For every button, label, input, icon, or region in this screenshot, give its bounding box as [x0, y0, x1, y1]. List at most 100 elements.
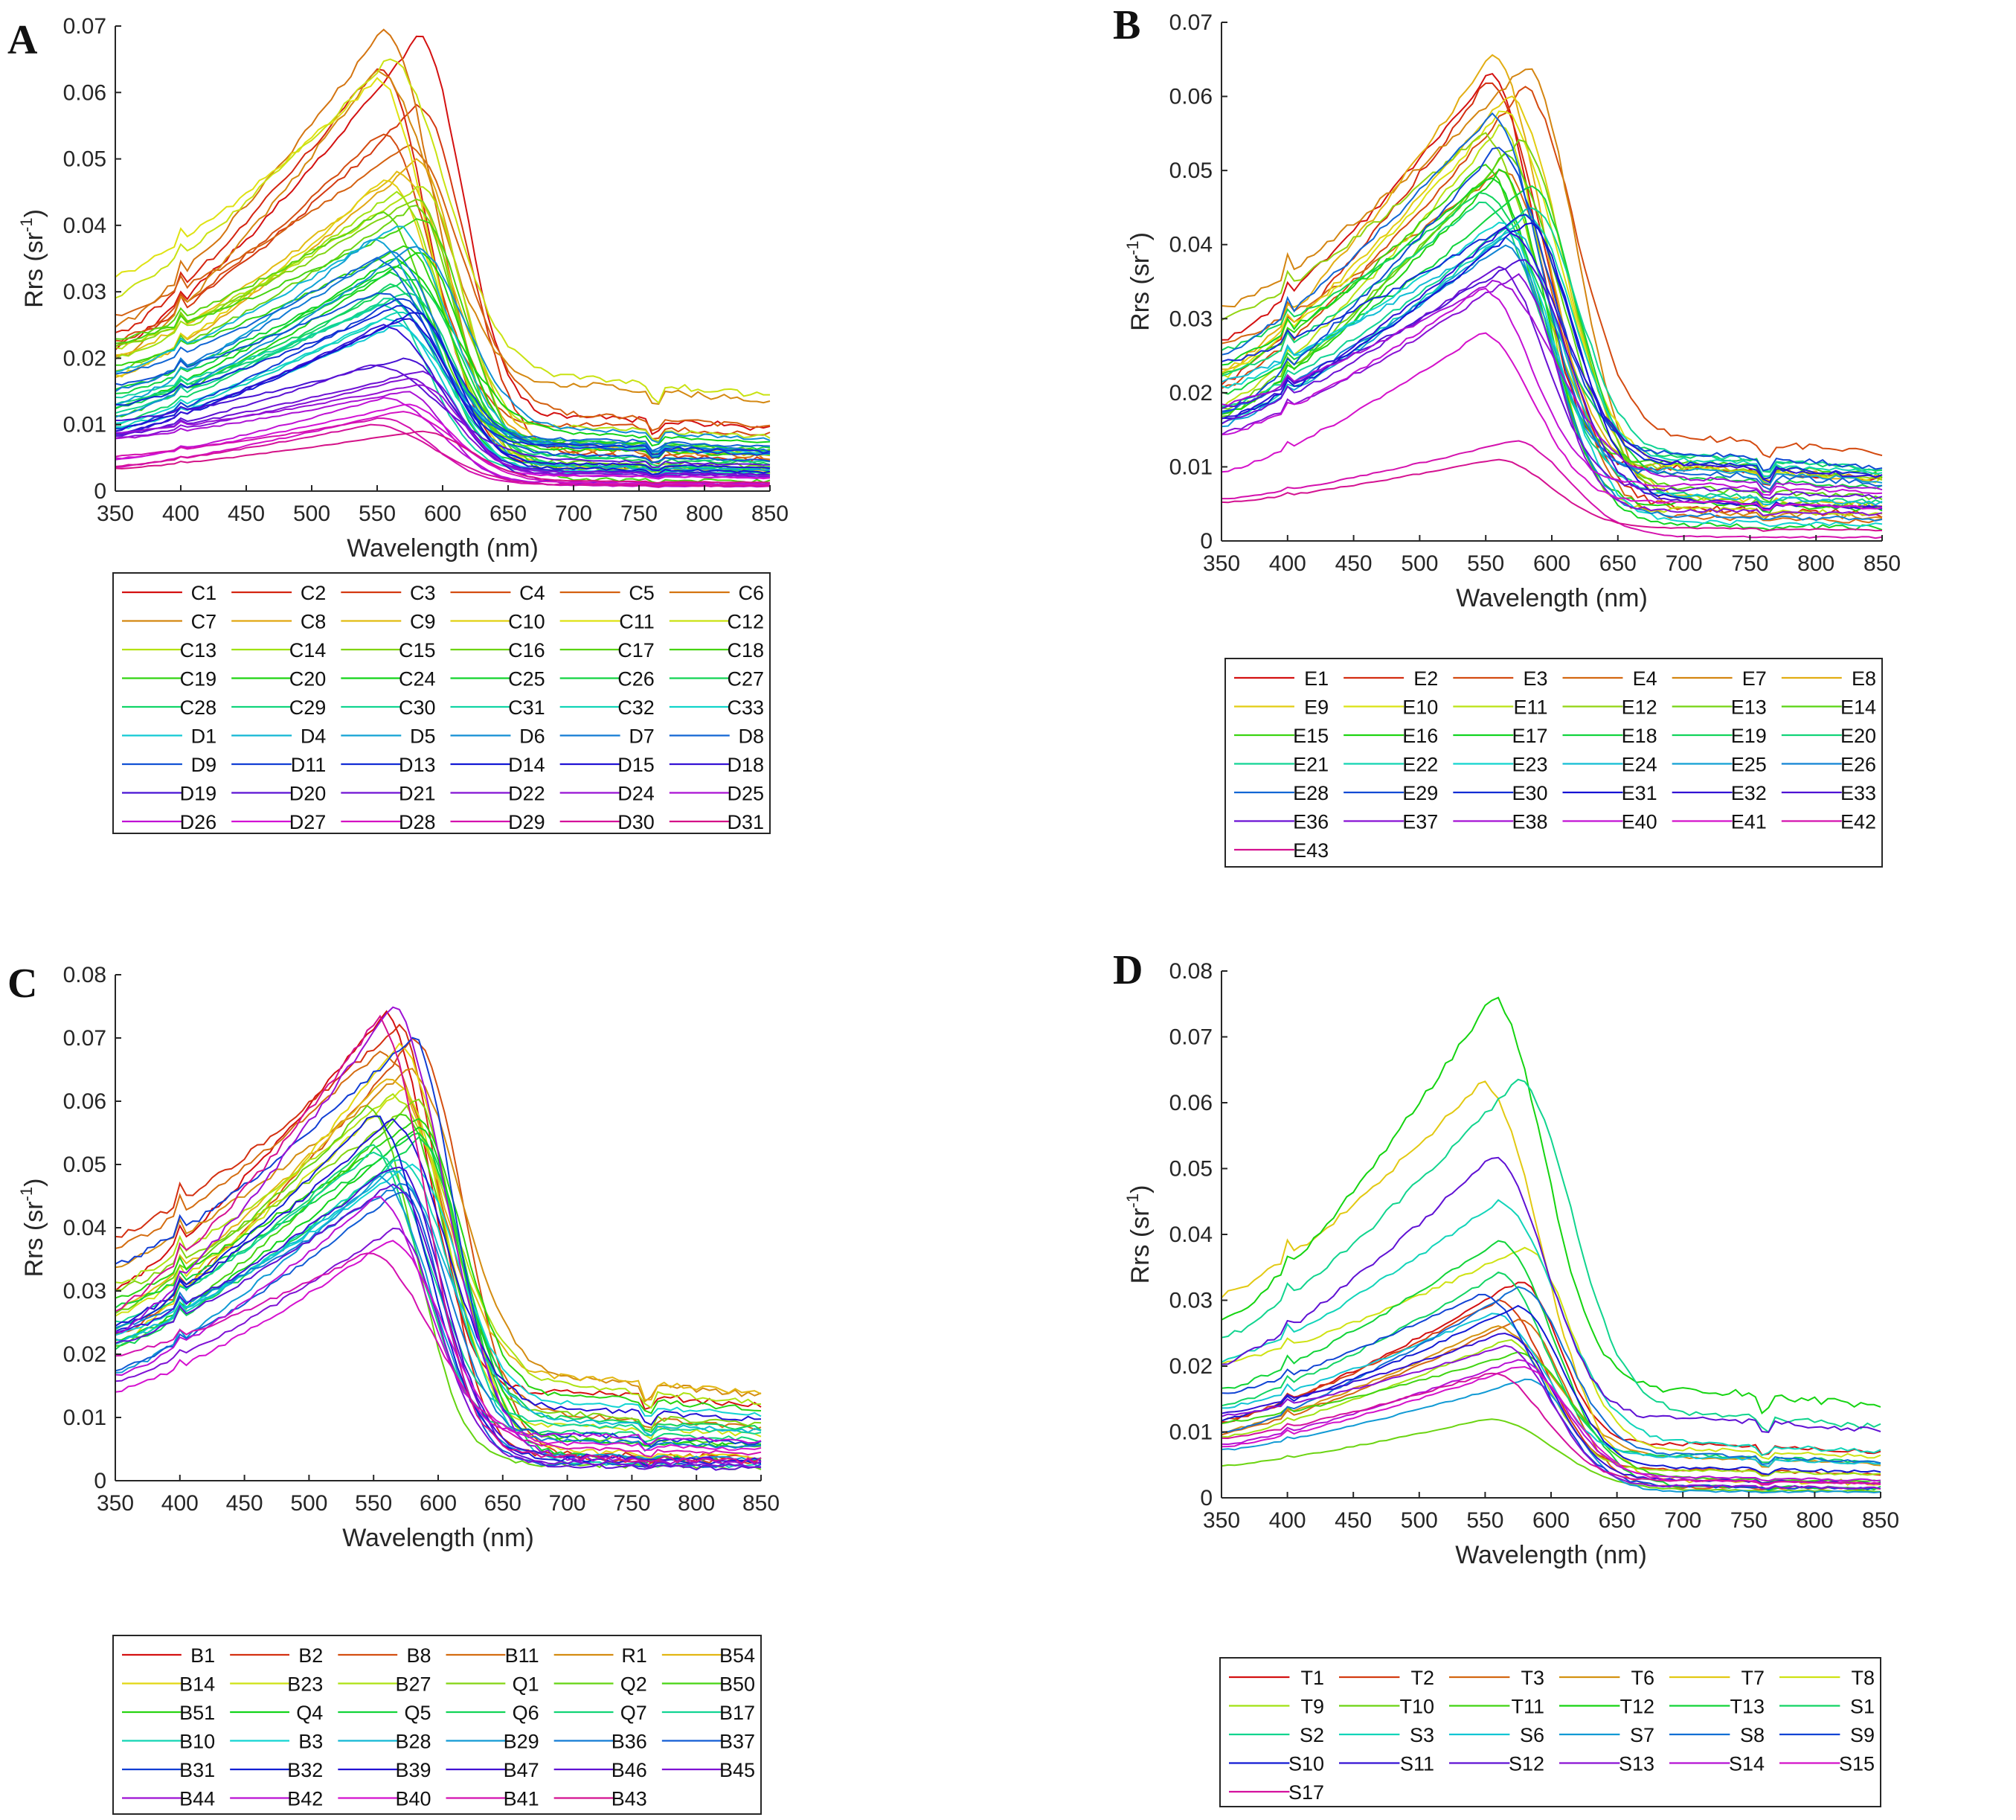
series-line-e32 [1221, 226, 1883, 484]
legend-entry: E3 [1523, 667, 1547, 690]
series-line-e9 [1221, 95, 1883, 508]
series-line-s15 [1221, 1365, 1881, 1486]
x-tick-label: 500 [1401, 551, 1438, 576]
legend-entry: B44 [179, 1788, 215, 1810]
x-tick-label: 700 [555, 502, 592, 526]
legend-entry: D14 [508, 754, 545, 776]
legend-entry: E4 [1633, 667, 1657, 690]
y-tick-label: 0.06 [63, 80, 106, 105]
panel-label: D [1113, 947, 1143, 993]
y-tick-label: 0.03 [63, 280, 106, 304]
legend-entry: B23 [287, 1673, 323, 1696]
legend-entry: D13 [399, 754, 436, 776]
series-line-c24 [115, 257, 771, 447]
y-tick-label: 0.01 [1169, 1420, 1213, 1445]
series-line-b39 [115, 1118, 762, 1426]
y-tick-label: 0.04 [63, 214, 106, 238]
legend-entry: S1 [1850, 1696, 1875, 1718]
series-line-d15 [115, 318, 771, 472]
legend-entry: B31 [179, 1759, 215, 1781]
legend-entry: E16 [1402, 725, 1438, 747]
series-line-e21 [1221, 207, 1883, 472]
legend-entry: B46 [611, 1759, 647, 1781]
legend-entry: S2 [1300, 1724, 1324, 1746]
x-tick-label: 500 [290, 1491, 327, 1516]
axes: 350 400 450 500 550 600 650 700 750 800 850 0 0.01 0.… [1169, 959, 1899, 1533]
series-line-e36 [1221, 266, 1883, 500]
series-line-b46 [115, 1183, 762, 1471]
legend: C1 C2 C3 C4 C5 C6 C7 C8 C9 C10 C11 C12 C13 C14 C15 C16 C… [112, 572, 771, 834]
legend-entry: D27 [289, 811, 327, 833]
x-tick-label: 750 [613, 1491, 650, 1516]
y-tick-label: 0.02 [1169, 381, 1213, 406]
legend-entry: B10 [179, 1731, 215, 1753]
legend-entry: E18 [1622, 725, 1657, 747]
legend-box [112, 572, 771, 834]
series-line-c4 [115, 133, 771, 440]
legend-entry: C13 [180, 639, 217, 661]
legend-entry: D18 [727, 754, 764, 776]
legend-entry: S17 [1288, 1781, 1324, 1804]
y-tick-label: 0 [94, 1469, 106, 1493]
panel-label: C [7, 961, 37, 1007]
y-tick-label: 0 [94, 479, 106, 504]
legend-entry: S9 [1850, 1724, 1875, 1746]
legend-entry: E14 [1840, 696, 1876, 719]
x-tick-label: 500 [293, 502, 330, 526]
x-tick-label: 800 [1797, 551, 1834, 576]
legend-entry: T13 [1730, 1696, 1765, 1718]
y-tick-label: 0.04 [63, 1216, 106, 1240]
series-line-e16 [1221, 168, 1883, 513]
y-tick-label: 0.02 [63, 346, 106, 371]
legend-entry: E19 [1731, 725, 1767, 747]
x-tick-label: 650 [484, 1491, 521, 1516]
legend-entry: C28 [180, 696, 217, 719]
legend-entry: B50 [719, 1673, 755, 1696]
x-axis-label: Wavelength (nm) [1456, 584, 1648, 612]
series-line-d31 [115, 430, 771, 484]
legend-entry: B27 [395, 1673, 431, 1696]
legend-entry: E1 [1304, 667, 1329, 690]
legend: B1 B2 B8 B11 R1 B54 B14 B23 B27 Q1 Q2 B50 B51 Q4 Q5 Q6 Q… [112, 1635, 762, 1815]
legend-entry: E22 [1402, 754, 1438, 776]
legend-entry: C5 [629, 582, 655, 604]
legend-entry: B2 [298, 1644, 323, 1667]
x-tick-label: 700 [549, 1491, 586, 1516]
legend-entry: D6 [519, 725, 545, 748]
series-line-d20 [115, 364, 771, 468]
y-tick-label: 0 [1200, 1486, 1213, 1510]
series-line-b27 [115, 1092, 762, 1409]
legend-entry: S8 [1740, 1724, 1765, 1746]
legend-entry: D9 [191, 754, 217, 776]
series-line-e7 [1221, 68, 1883, 522]
x-tick-label: 800 [1796, 1508, 1833, 1533]
legend-entry: D22 [508, 783, 545, 805]
legend-entry: C27 [727, 668, 764, 690]
legend-entry: B28 [395, 1731, 431, 1753]
legend-entry: R1 [621, 1644, 647, 1667]
legend-entry: Q5 [404, 1702, 431, 1724]
series-line-c7 [115, 69, 771, 406]
x-tick-label: 550 [1466, 1508, 1503, 1533]
legend-entry: Q6 [513, 1702, 539, 1724]
legend-entry: E25 [1731, 754, 1767, 776]
legend-entry: C4 [519, 582, 545, 604]
axes: 350 400 450 500 550 600 650 700 750 800 850 0 0.01 0.… [63, 963, 780, 1516]
x-tick-label: 350 [97, 1491, 134, 1516]
y-tick-label: 0.06 [1169, 85, 1213, 109]
legend-entry: D30 [617, 811, 655, 833]
series-line-e28 [1221, 112, 1883, 491]
legend-entry: D1 [191, 725, 217, 748]
x-tick-label: 750 [620, 502, 658, 526]
legend-entry: E7 [1742, 667, 1767, 690]
series-layer [115, 1006, 762, 1471]
series-line-b41 [115, 1252, 762, 1458]
legend-entry: D7 [629, 725, 655, 748]
x-tick-label: 450 [1335, 1508, 1372, 1533]
x-axis-label: Wavelength (nm) [347, 534, 539, 563]
legend-entry: B39 [395, 1759, 431, 1781]
legend-entry: D20 [289, 783, 327, 805]
legend-entry: E37 [1402, 811, 1438, 833]
series-line-s10 [1221, 1304, 1881, 1475]
legend-entry: D29 [508, 811, 545, 833]
